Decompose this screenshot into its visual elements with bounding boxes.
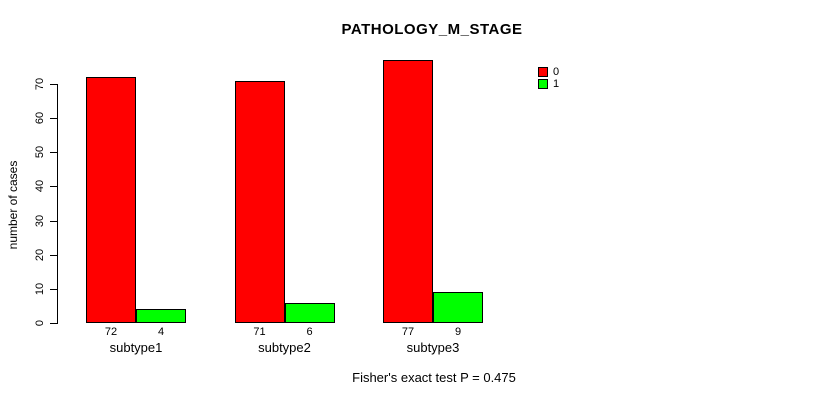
y-axis-tick-label: 30: [34, 214, 46, 227]
y-axis-tick: [50, 220, 57, 222]
y-axis-tick: [50, 84, 57, 86]
legend-swatch-red: [538, 67, 548, 77]
bar-subtype2-series-0: [234, 80, 285, 323]
legend-label-1: 1: [553, 78, 560, 90]
y-axis-tick: [50, 186, 57, 188]
y-axis-tick: [50, 323, 57, 324]
bar-subtype3-series-0: [383, 60, 433, 323]
legend-label-0: 0: [553, 66, 560, 78]
y-axis-line: [57, 84, 58, 324]
bar-subtype2-series-1: [284, 302, 335, 323]
y-axis-label: number of cases: [6, 160, 20, 250]
chart-title: PATHOLOGY_M_STAGE: [341, 21, 523, 38]
bar-subtype1-series-0: [86, 77, 136, 323]
y-axis-tick-label: 70: [34, 77, 46, 91]
bar-subtype3-series-1: [433, 292, 483, 323]
bar-value-label: 77: [401, 326, 415, 338]
bar-value-label: 9: [454, 326, 462, 338]
y-axis-tick-label: 0: [34, 319, 46, 327]
x-axis-category-label: subtype1: [109, 340, 163, 355]
y-axis-tick: [50, 118, 57, 120]
bar-value-label: 6: [306, 326, 313, 338]
bar-value-label: 71: [253, 326, 266, 338]
bar-subtype1-series-1: [136, 309, 186, 323]
legend-swatch-green: [538, 79, 548, 89]
y-axis-tick-label: 50: [34, 146, 46, 159]
y-axis-tick: [50, 152, 57, 154]
x-axis-category-label: subtype2: [258, 340, 311, 355]
bar-value-label: 72: [104, 326, 118, 338]
bar-value-label: 4: [157, 326, 165, 338]
fisher-test-annotation: Fisher's exact test P = 0.475: [352, 370, 516, 385]
y-axis-tick-label: 60: [34, 112, 46, 125]
x-axis-category-label: subtype3: [406, 340, 460, 355]
y-axis-tick: [50, 288, 57, 290]
y-axis-tick-label: 40: [34, 180, 46, 193]
y-axis-tick: [50, 254, 57, 256]
